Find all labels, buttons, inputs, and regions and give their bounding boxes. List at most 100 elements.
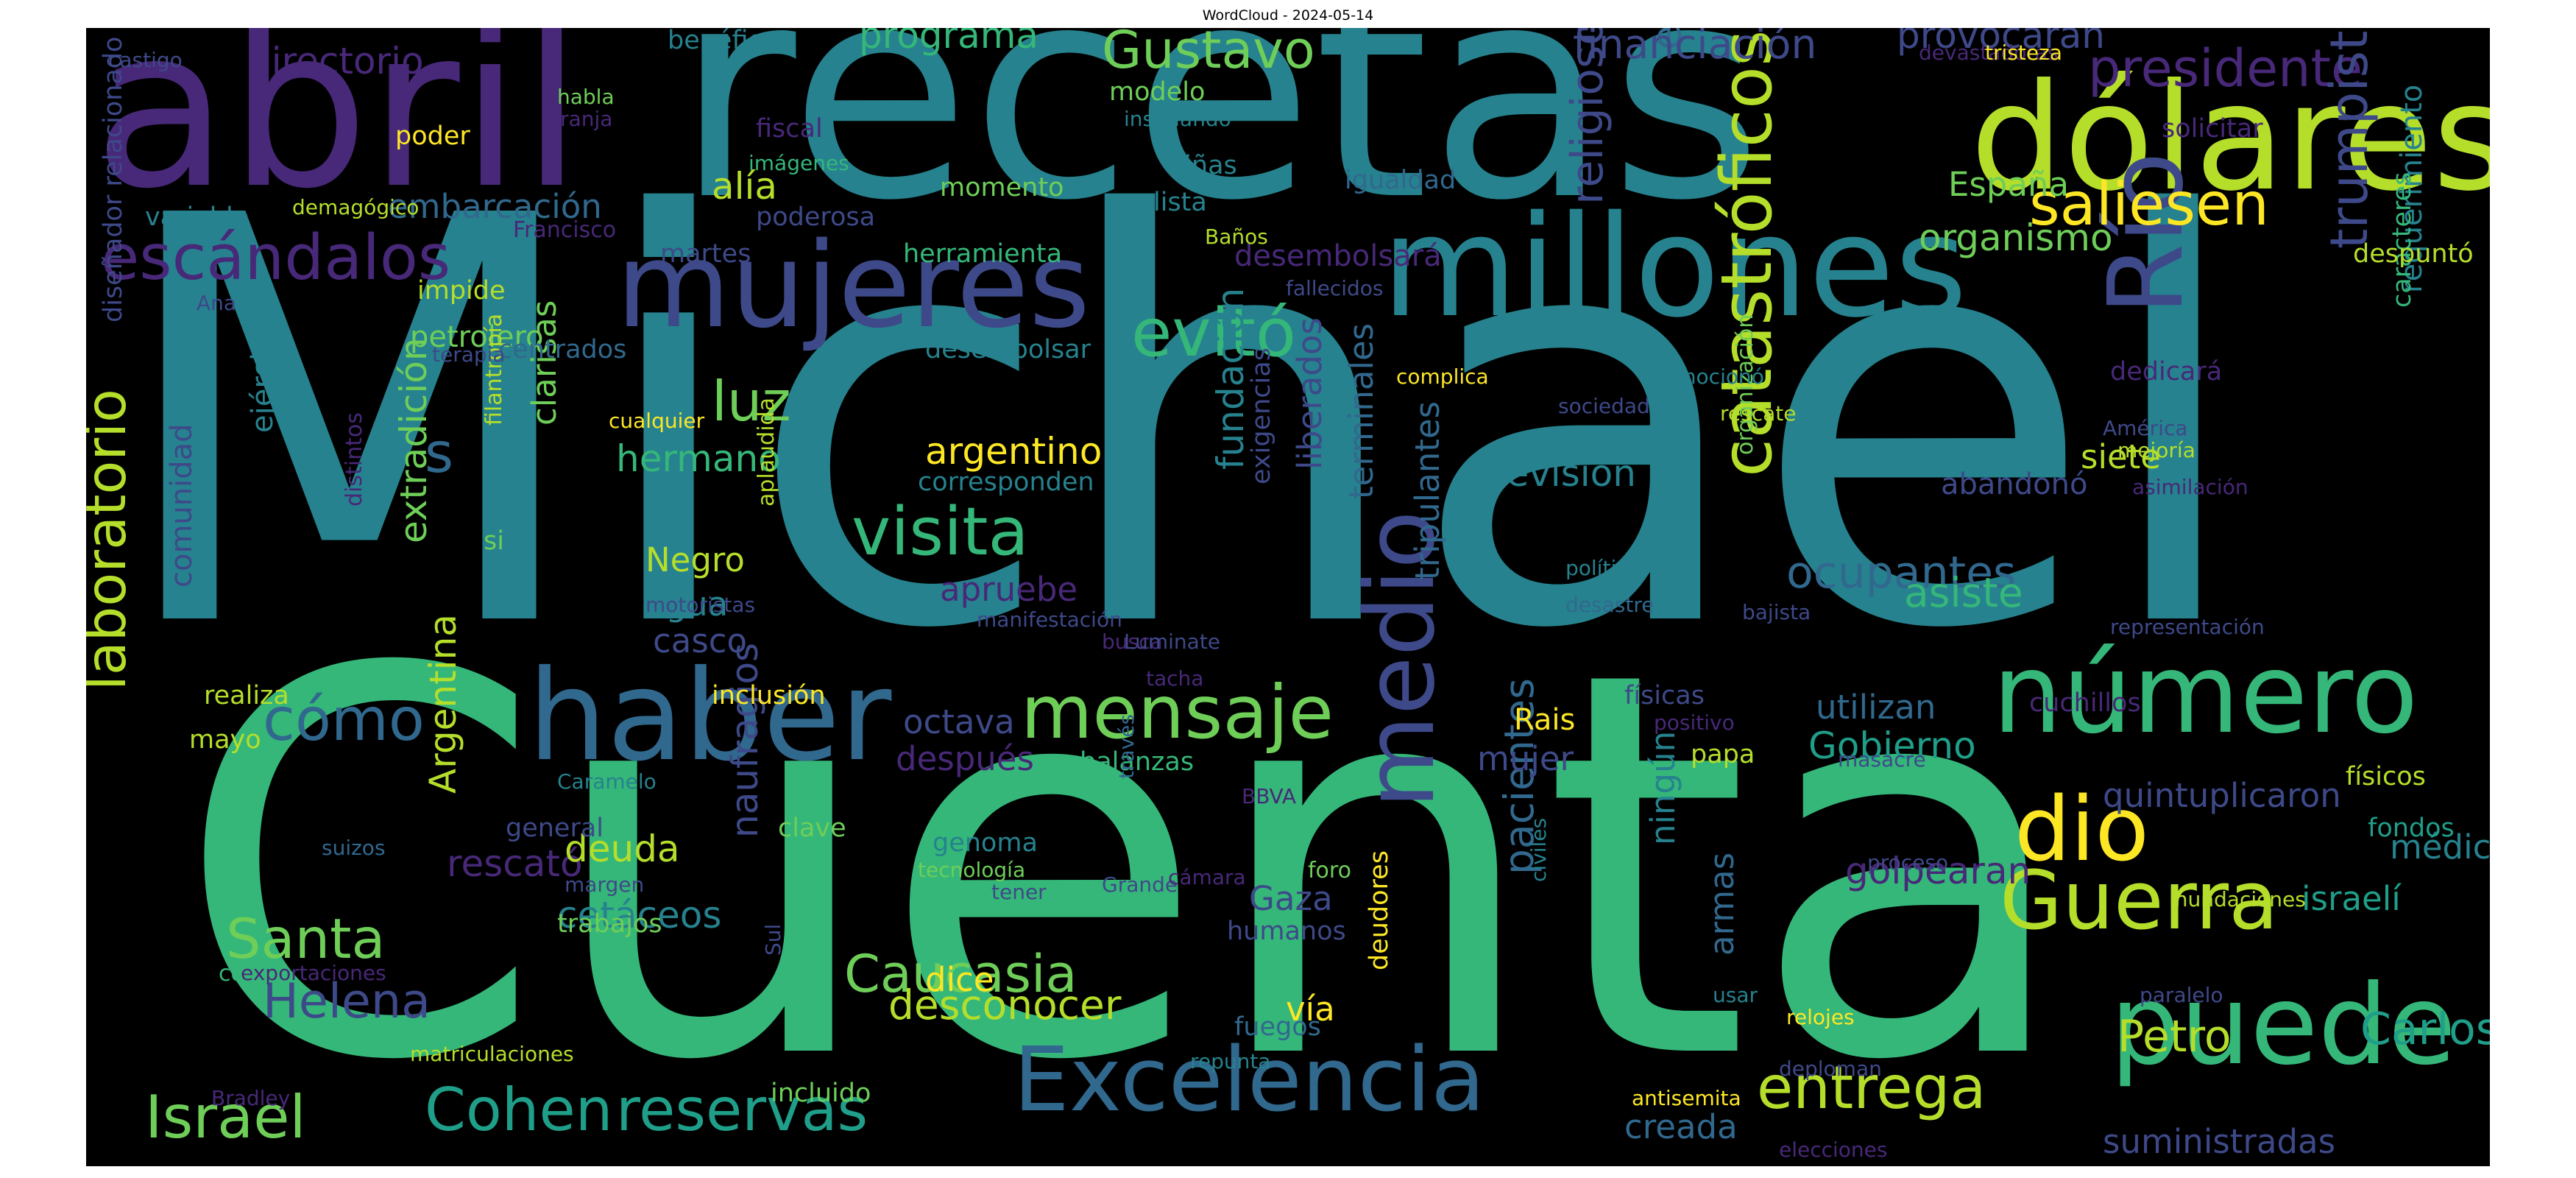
- word: representación: [2110, 615, 2265, 639]
- word: mayo: [189, 725, 261, 755]
- word: revisión: [1492, 452, 1636, 495]
- word: general: [506, 814, 604, 843]
- word: tacha: [1146, 666, 1204, 691]
- word: impide: [417, 276, 506, 306]
- word: Excelencia: [1013, 1029, 1485, 1132]
- word: mujer: [1477, 739, 1574, 778]
- word: fondos: [2368, 814, 2455, 843]
- word: directorio: [248, 40, 424, 82]
- word: busca: [1102, 629, 1163, 654]
- word: extradición: [392, 337, 435, 543]
- word: Gaza: [1249, 879, 1333, 918]
- word: quintuplicaron: [2103, 776, 2341, 815]
- word: luz: [712, 369, 791, 434]
- word: poderosa: [756, 202, 876, 232]
- word: rescató: [447, 842, 583, 885]
- word: cuchillos: [2029, 688, 2141, 718]
- word: siete: [2081, 437, 2161, 476]
- word: inclusión: [712, 681, 826, 710]
- word: apruebe: [940, 570, 1078, 609]
- word: agua: [645, 585, 729, 624]
- word: ocupantes: [1786, 547, 2017, 599]
- word: deploman: [1779, 1057, 1882, 1081]
- word: igualdad: [1345, 166, 1457, 195]
- word: mensaje: [1021, 669, 1334, 755]
- word: abandonó: [1941, 468, 2088, 501]
- word: exigencias: [1247, 348, 1276, 484]
- word: Carlos: [2360, 1004, 2490, 1055]
- word: niñas: [1168, 151, 1237, 180]
- word: través: [1114, 713, 1139, 779]
- word: España: [1948, 165, 2070, 204]
- word: Cuenta: [174, 559, 2075, 1166]
- word: vía: [1286, 990, 1335, 1029]
- word: terminales: [1342, 322, 1381, 499]
- word: civiles: [1526, 817, 1551, 882]
- word: clave: [778, 814, 846, 843]
- word: Israel: [145, 1083, 306, 1151]
- word: visita: [852, 493, 1029, 571]
- word: desembolsar: [925, 335, 1091, 364]
- word: paralelo: [2140, 983, 2223, 1007]
- word: repunta: [1190, 1049, 1271, 1073]
- word: incluido: [771, 1079, 871, 1108]
- word: utilizan: [1816, 688, 1936, 727]
- word: deuda: [565, 828, 680, 870]
- word: reservas: [616, 1076, 868, 1144]
- word: tener: [991, 880, 1047, 904]
- word: balanzas: [1080, 747, 1195, 777]
- word: imágenes: [749, 151, 849, 175]
- word: tripulantes: [1408, 401, 1447, 580]
- word: entrega: [1757, 1054, 1986, 1122]
- word: herramienta: [903, 239, 1063, 269]
- word: israelí: [2301, 879, 2401, 918]
- word: octava: [903, 702, 1015, 741]
- word: inundaciones: [2169, 887, 2306, 911]
- word: momento: [940, 173, 1064, 202]
- word: rescate: [1720, 401, 1797, 426]
- word: suizos: [322, 836, 386, 860]
- word: liberados: [1290, 317, 1329, 470]
- word: desembolsará: [1234, 239, 1442, 273]
- word: escándalos: [101, 222, 451, 294]
- word: modelo: [1109, 77, 1206, 107]
- word: organismo: [1919, 216, 2113, 259]
- word: tristeza: [1985, 40, 2062, 65]
- word: cetáceos: [557, 894, 722, 937]
- word: variable: [145, 202, 250, 232]
- word: benéficos: [668, 28, 792, 55]
- word: s: [425, 420, 454, 485]
- word: Guerra: [2000, 853, 2279, 948]
- word: casco: [653, 621, 748, 660]
- word: dedicará: [2110, 357, 2223, 387]
- word: deudores: [1365, 850, 1394, 970]
- word: masacre: [1838, 747, 1926, 772]
- word: presidente: [2088, 38, 2363, 99]
- word: físicas: [1624, 681, 1705, 710]
- word: humanos: [1227, 917, 1346, 946]
- word: terapia: [432, 342, 506, 367]
- word: fundación: [1209, 287, 1252, 470]
- word: devastadoras: [1919, 40, 2059, 65]
- word: usar: [1713, 983, 1758, 1007]
- word: fuegos: [1234, 1012, 1321, 1042]
- word: relojes: [1786, 1005, 1855, 1029]
- word: demagógico: [292, 195, 420, 219]
- word: saliesen: [2029, 170, 2269, 239]
- word: cualquier: [609, 409, 705, 433]
- word: proceso: [1867, 850, 1949, 875]
- word: número: [1992, 630, 2418, 758]
- word: haber: [528, 643, 892, 789]
- word: trabajos: [557, 909, 662, 939]
- word: Franja: [550, 107, 613, 131]
- word: realiza: [204, 681, 289, 710]
- word: instalando: [1124, 107, 1231, 131]
- word: corresponden: [918, 468, 1094, 497]
- word: bajista: [1742, 600, 1811, 624]
- word: argentino: [925, 430, 1103, 473]
- word: elecciones: [1779, 1138, 1888, 1162]
- word: alía: [712, 165, 778, 208]
- word: recetas: [675, 28, 1763, 265]
- word: genoma: [933, 828, 1038, 858]
- word: diseñador relacionado: [99, 36, 128, 322]
